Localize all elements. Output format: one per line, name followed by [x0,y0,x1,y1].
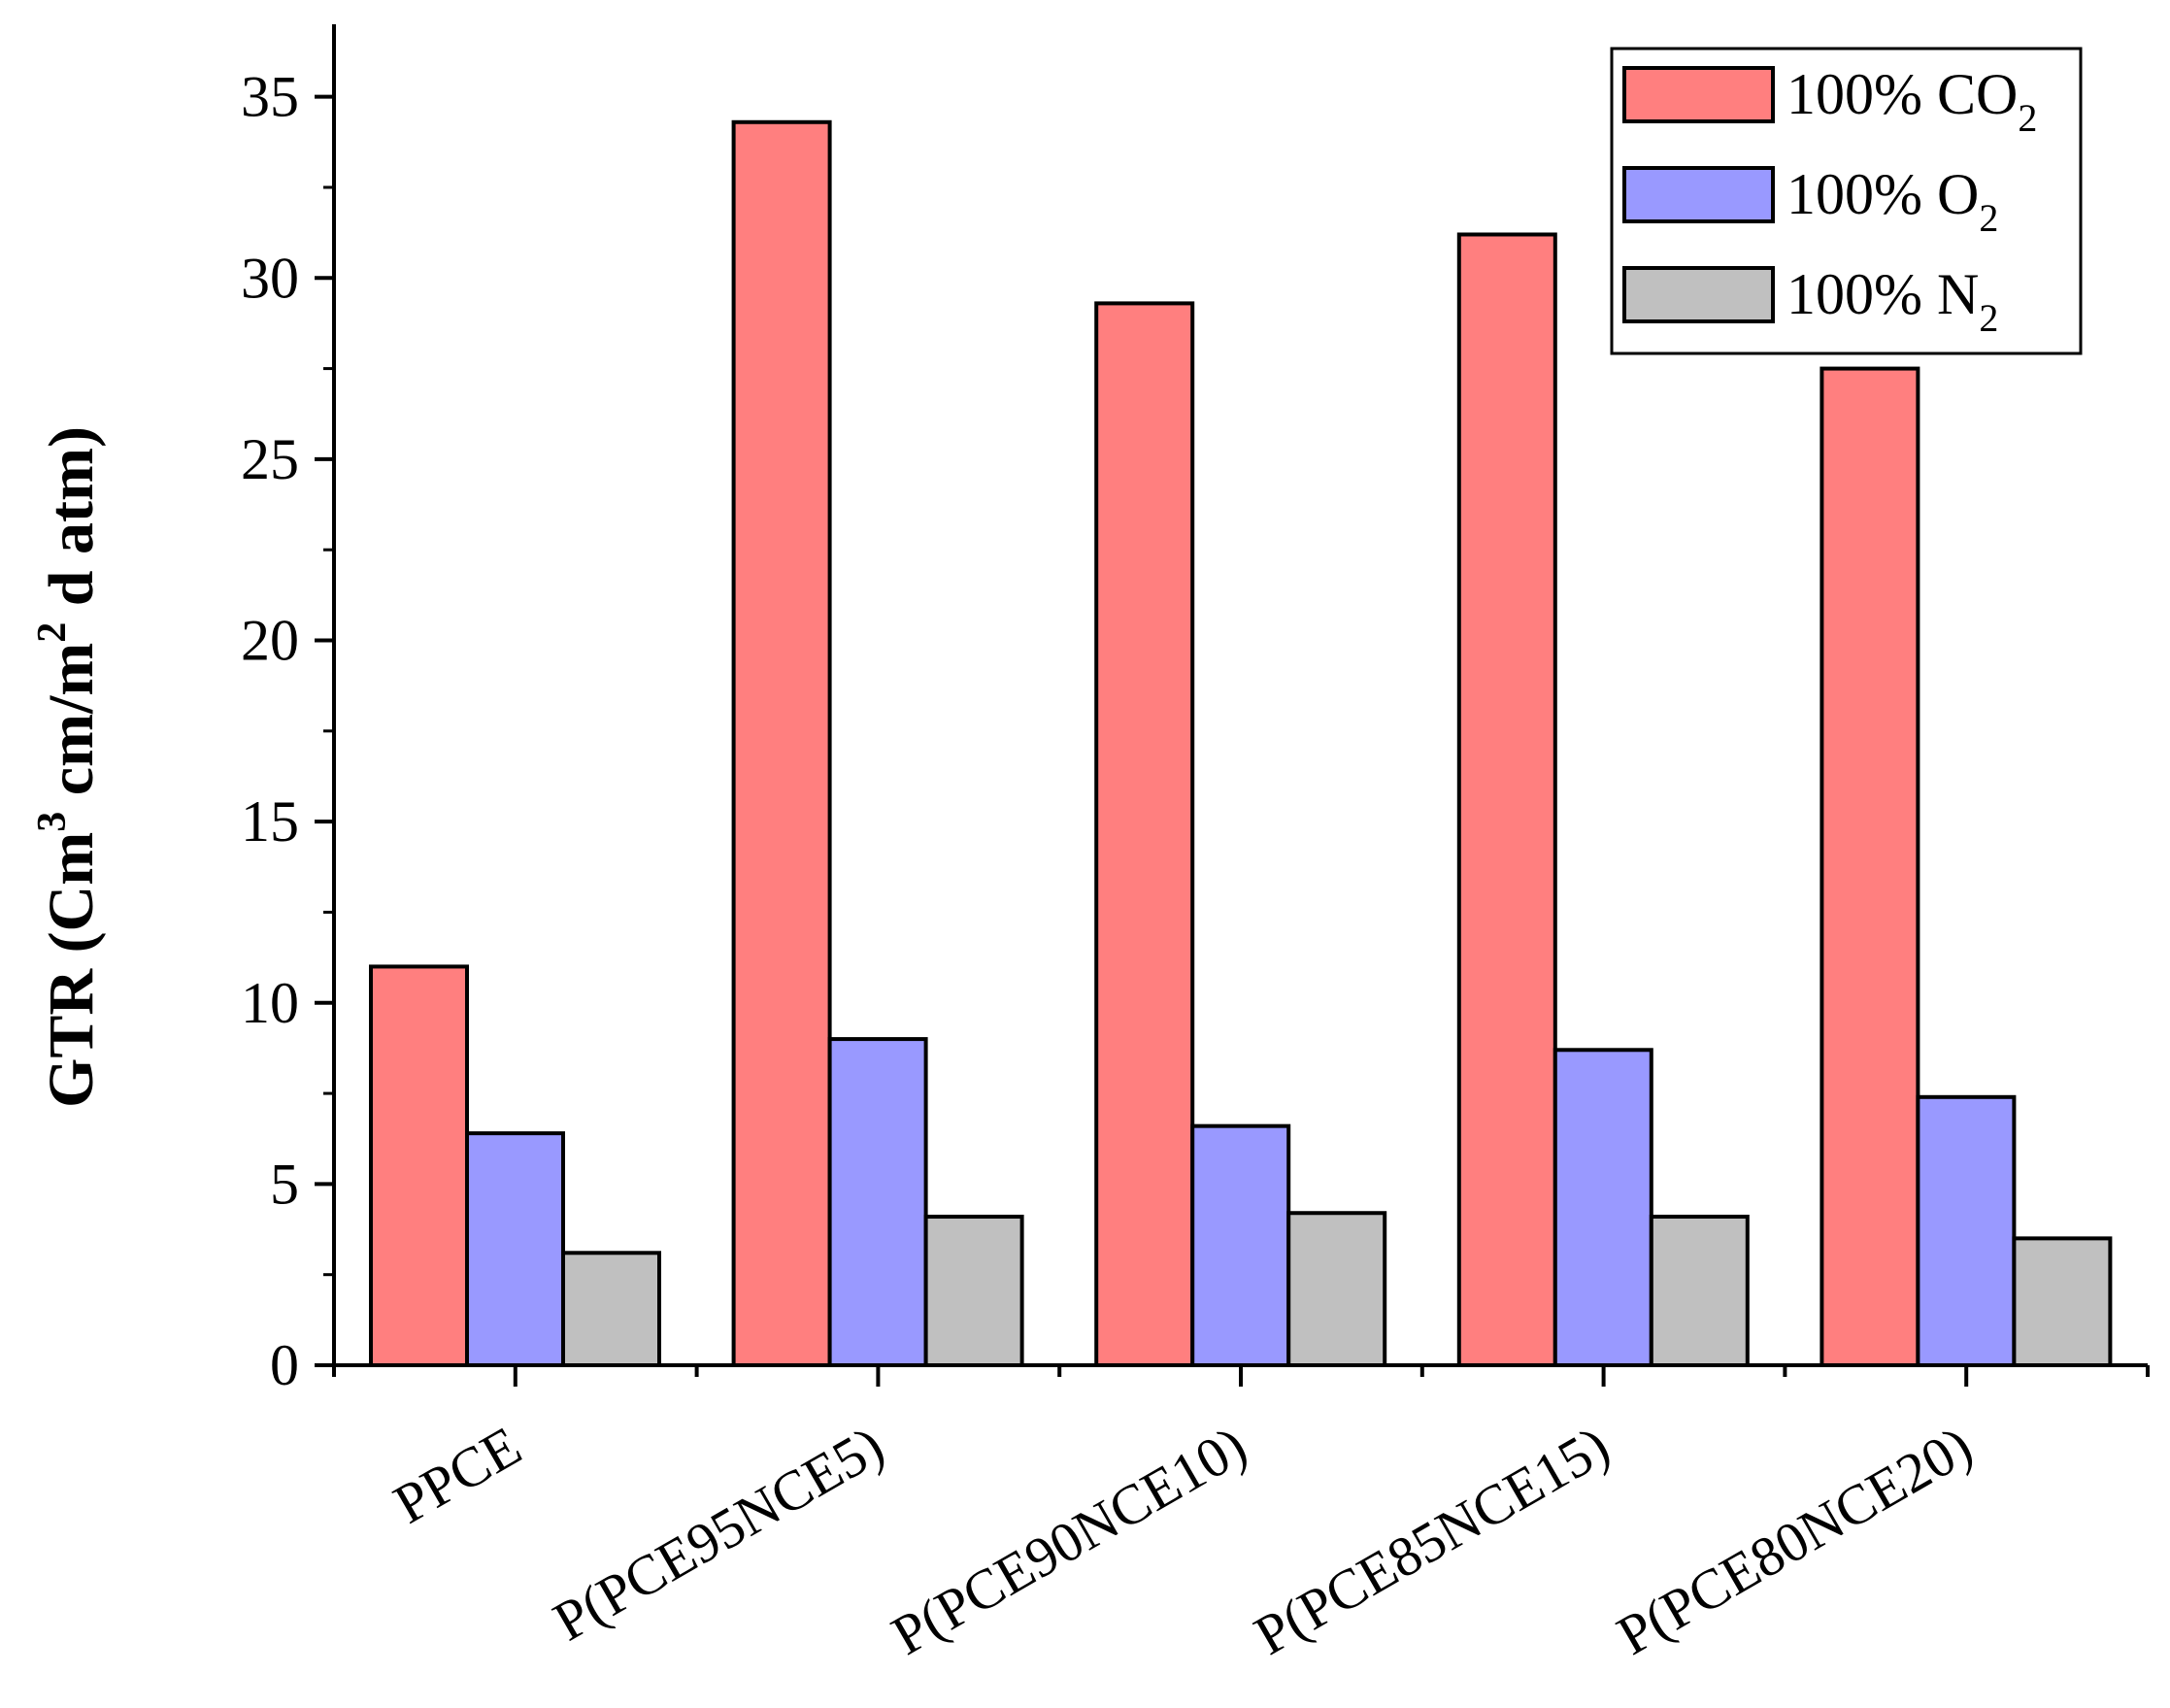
y-tick-label-7: 30 [241,246,299,310]
bar-3-1 [561,1251,661,1367]
bar-1-1 [369,964,469,1367]
bar-2-2 [827,1037,928,1367]
y-tick-label-1: 0 [270,1333,299,1397]
legend: 100% CO2 100% O2 100% N2 [1610,47,2083,355]
bar-2-4 [1552,1048,1653,1367]
bar-1-3 [1094,301,1195,1367]
y-axis-title-middle: cm/m [36,643,107,812]
y-axis-title: GTR (Cm3 cm/m2 d atm) [30,426,107,1108]
legend-label-1: 100% CO2 [1786,62,2037,140]
bar-1-4 [1456,232,1557,1367]
y-tick-label-5: 20 [241,609,299,673]
y-tick-label-6: 25 [241,427,299,491]
bar-2-1 [465,1131,565,1367]
legend-label-3: 100% N2 [1786,262,1998,340]
y-axis-title-sup2: 2 [30,622,75,643]
y-axis-title-prefix: GTR (Cm [36,832,107,1108]
bar-1-5 [1819,366,1920,1368]
bar-2-3 [1190,1123,1291,1367]
bar-3-3 [1286,1211,1387,1367]
x-ticks-layer [332,1365,2150,1387]
legend-label-2: 100% O2 [1786,162,1998,240]
category-labels-layer: PPCE P(PCE95NCE5)P(PCE90NCE10)P(PCE85NCE1… [384,1414,1983,1667]
category-label-5: P(PCE80NCE20) [1607,1414,1983,1667]
bar-3-5 [2012,1236,2113,1367]
legend-swatch-2 [1622,166,1775,223]
bar-3-4 [1649,1214,1750,1367]
y-tick-label-4: 15 [241,789,299,854]
category-label-2: P(PCE95NCE5) [543,1414,894,1653]
y-axis-title-suffix: d atm) [36,426,107,622]
y-ticks-layer: 0 5 10 15 20 25 30 35 [241,65,334,1397]
y-tick-label-3: 10 [241,971,299,1035]
legend-swatch-1 [1622,66,1775,123]
bar-3-2 [923,1214,1024,1367]
y-tick-label-8: 35 [241,65,299,129]
legend-swatch-3 [1622,266,1775,323]
bar-2-5 [1916,1094,2017,1368]
category-label-4: P(PCE85NCE15) [1244,1414,1619,1667]
bars-layer [369,119,2113,1368]
y-axis-title-sup1: 3 [30,812,75,832]
bar-1-2 [731,119,832,1368]
y-tick-label-2: 5 [270,1152,299,1216]
category-label-1: PPCE [384,1414,532,1536]
category-label-3: P(PCE90NCE10) [882,1414,1257,1667]
